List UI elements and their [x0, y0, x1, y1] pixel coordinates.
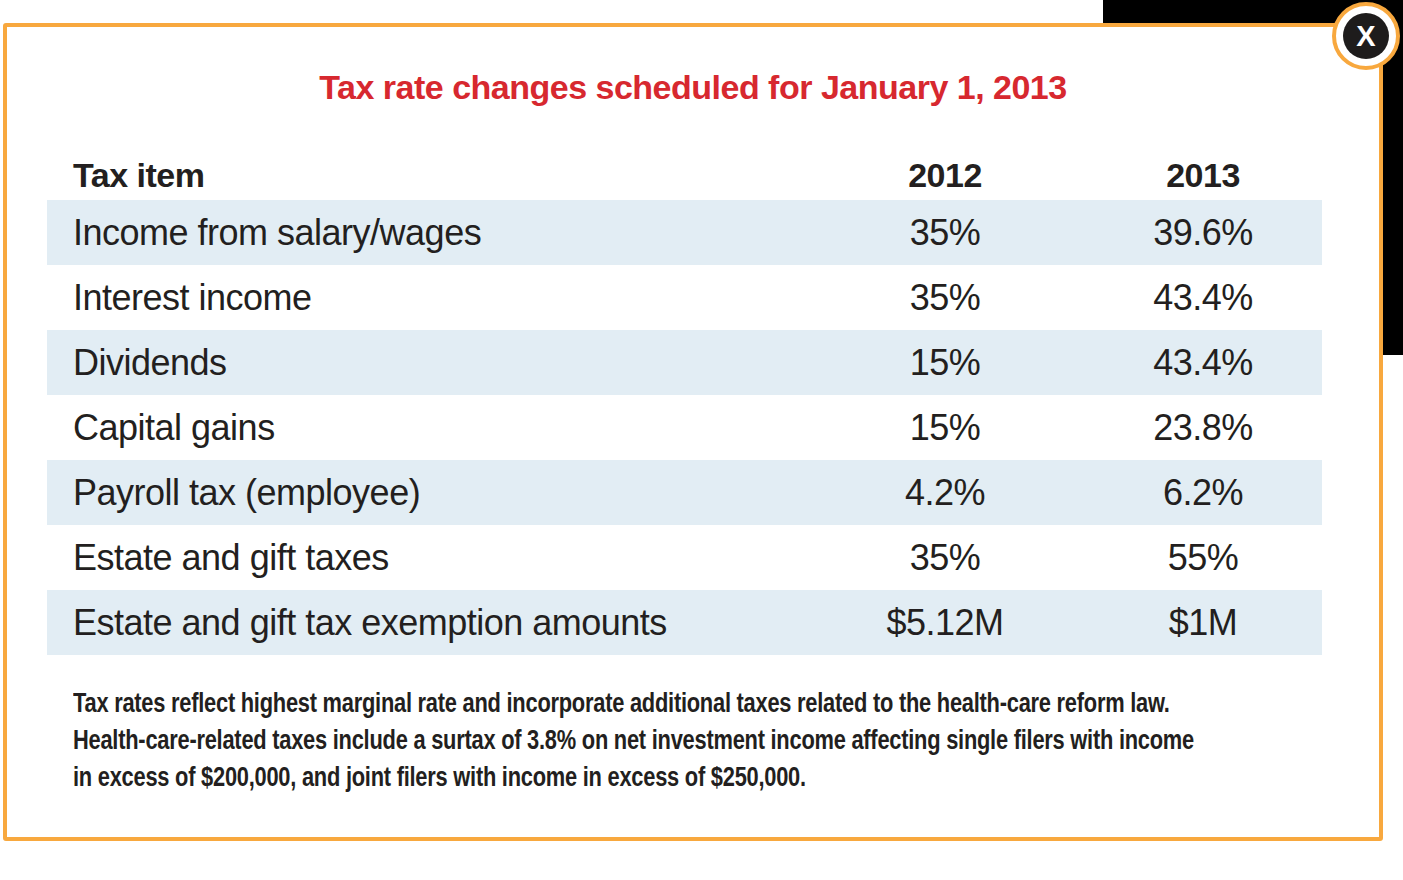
footnote: Tax rates reflect highest marginal rate …	[73, 684, 1403, 795]
row-item-label: Dividends	[47, 342, 845, 384]
tax-table: Tax item 2012 2013 Income from salary/wa…	[47, 150, 1322, 655]
row-item-label: Interest income	[47, 277, 845, 319]
row-2013-value: 23.8%	[1103, 407, 1303, 449]
table-row: Payroll tax (employee) 4.2% 6.2%	[47, 460, 1322, 525]
row-2012-value: $5.12M	[845, 602, 1045, 644]
footnote-line: Health-care-related taxes include a surt…	[73, 721, 1194, 758]
row-2012-value: 15%	[845, 342, 1045, 384]
table-row: Income from salary/wages 35% 39.6%	[47, 200, 1322, 265]
table-row: Estate and gift tax exemption amounts $5…	[47, 590, 1322, 655]
table-row: Dividends 15% 43.4%	[47, 330, 1322, 395]
row-2012-value: 35%	[845, 277, 1045, 319]
row-item-label: Estate and gift taxes	[47, 537, 845, 579]
row-2013-value: 43.4%	[1103, 277, 1303, 319]
col-header-2013: 2013	[1103, 156, 1303, 195]
row-2013-value: 55%	[1103, 537, 1303, 579]
tax-dialog-card: Tax rate changes scheduled for January 1…	[3, 23, 1383, 841]
table-header-row: Tax item 2012 2013	[47, 150, 1322, 200]
row-2012-value: 35%	[845, 537, 1045, 579]
footnote-line: Tax rates reflect highest marginal rate …	[73, 684, 1194, 721]
row-2012-value: 4.2%	[845, 472, 1045, 514]
table-row: Capital gains 15% 23.8%	[47, 395, 1322, 460]
row-2013-value: $1M	[1103, 602, 1303, 644]
row-item-label: Capital gains	[47, 407, 845, 449]
row-item-label: Income from salary/wages	[47, 212, 845, 254]
row-2012-value: 15%	[845, 407, 1045, 449]
footnote-line: in excess of $200,000, and joint filers …	[73, 758, 1194, 795]
col-header-2012: 2012	[845, 156, 1045, 195]
col-header-tax-item: Tax item	[47, 156, 845, 195]
table-row: Estate and gift taxes 35% 55%	[47, 525, 1322, 590]
row-item-label: Estate and gift tax exemption amounts	[47, 602, 845, 644]
row-item-label: Payroll tax (employee)	[47, 472, 845, 514]
table-row: Interest income 35% 43.4%	[47, 265, 1322, 330]
row-2013-value: 39.6%	[1103, 212, 1303, 254]
row-2012-value: 35%	[845, 212, 1045, 254]
close-icon[interactable]: X	[1343, 13, 1389, 59]
row-2013-value: 43.4%	[1103, 342, 1303, 384]
dialog-title: Tax rate changes scheduled for January 1…	[7, 67, 1379, 107]
row-2013-value: 6.2%	[1103, 472, 1303, 514]
close-button[interactable]: X	[1332, 2, 1400, 70]
